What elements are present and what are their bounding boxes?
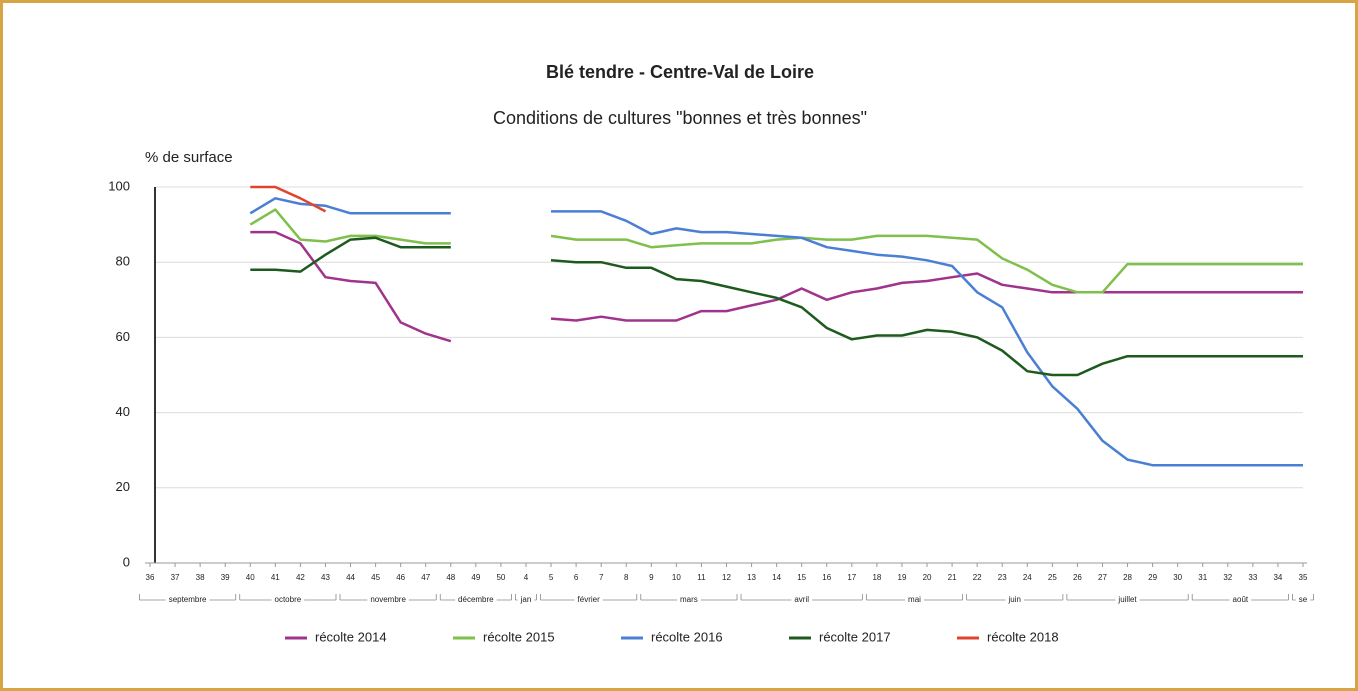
x-tick-label: 23 — [998, 573, 1007, 582]
month-label-bg — [677, 595, 701, 605]
legend-label: récolte 2014 — [315, 629, 387, 644]
x-tick-label: 13 — [747, 573, 756, 582]
x-tick-label: 37 — [171, 573, 180, 582]
month-label-bg — [1115, 595, 1140, 605]
month-label: juin — [1008, 595, 1021, 604]
x-tick-label: 31 — [1198, 573, 1207, 582]
y-tick-label: 0 — [123, 554, 130, 569]
x-tick-label: 46 — [396, 573, 405, 582]
series-line — [249, 208, 1303, 294]
x-tick-label: 48 — [446, 573, 455, 582]
x-tick-label: 34 — [1273, 573, 1282, 582]
month-label: se — [1299, 595, 1308, 604]
month-label-bg — [791, 595, 813, 605]
x-tick-label: 24 — [1023, 573, 1032, 582]
month-label-bg — [1229, 595, 1252, 605]
x-tick-label: 33 — [1248, 573, 1257, 582]
y-axis-label: % de surface — [145, 149, 233, 166]
x-tick-label: 50 — [496, 573, 505, 582]
x-tick-label: 39 — [221, 573, 230, 582]
y-tick-label: 100 — [108, 178, 130, 193]
x-tick-label: 21 — [948, 573, 957, 582]
month-label-bg — [367, 595, 409, 605]
x-tick-label: 17 — [847, 573, 856, 582]
x-tick-label: 10 — [672, 573, 681, 582]
month-label: jan — [520, 595, 532, 604]
month-label: juillet — [1117, 595, 1137, 604]
month-label-bg — [574, 595, 603, 605]
chart-title: Blé tendre - Centre-Val de Loire — [546, 62, 814, 82]
month-label: avril — [794, 595, 809, 604]
x-tick-label: 6 — [574, 573, 579, 582]
x-tick-label: 40 — [246, 573, 255, 582]
month-label-bg — [455, 595, 497, 605]
x-tick-label: 26 — [1073, 573, 1082, 582]
month-label: mai — [908, 595, 921, 604]
x-tick-label: 11 — [697, 573, 706, 582]
month-label-bg — [165, 595, 210, 605]
x-tick-label: 18 — [872, 573, 881, 582]
legend-label: récolte 2018 — [987, 629, 1059, 644]
y-tick-label: 20 — [116, 479, 130, 494]
x-tick-label: 4 — [524, 573, 529, 582]
x-tick-label: 35 — [1299, 573, 1308, 582]
series-line — [250, 185, 327, 213]
x-tick-label: 12 — [722, 573, 731, 582]
x-tick-label: 9 — [649, 573, 654, 582]
x-tick-label: 15 — [797, 573, 806, 582]
legend-label: récolte 2017 — [819, 629, 891, 644]
x-tick-label: 28 — [1123, 573, 1132, 582]
x-tick-label: 25 — [1048, 573, 1057, 582]
x-tick-label: 49 — [471, 573, 480, 582]
legend-label: récolte 2016 — [651, 629, 723, 644]
month-label: octobre — [275, 595, 302, 604]
x-tick-label: 14 — [772, 573, 781, 582]
y-tick-label: 40 — [116, 404, 130, 419]
x-tick-label: 41 — [271, 573, 280, 582]
month-label: novembre — [370, 595, 406, 604]
x-tick-label: 7 — [599, 573, 604, 582]
month-label-bg — [271, 595, 305, 605]
month-label: février — [578, 595, 601, 604]
month-label-bg — [1005, 595, 1024, 605]
x-tick-label: 5 — [549, 573, 554, 582]
month-label-bg — [517, 595, 535, 605]
month-label: août — [1233, 595, 1249, 604]
y-tick-label: 80 — [116, 254, 130, 269]
month-label-bg — [1295, 595, 1311, 605]
series-line — [249, 197, 1303, 467]
x-tick-label: 8 — [624, 573, 629, 582]
x-tick-label: 32 — [1223, 573, 1232, 582]
x-tick-label: 30 — [1173, 573, 1182, 582]
series-line — [250, 236, 1303, 377]
x-tick-label: 16 — [822, 573, 831, 582]
month-label: décembre — [458, 595, 494, 604]
month-label: mars — [680, 595, 698, 604]
x-tick-label: 42 — [296, 573, 305, 582]
legend-label: récolte 2015 — [483, 629, 555, 644]
x-tick-label: 27 — [1098, 573, 1107, 582]
x-tick-label: 44 — [346, 573, 355, 582]
month-label: septembre — [169, 595, 207, 604]
x-tick-label: 43 — [321, 573, 330, 582]
series-line — [250, 230, 1303, 343]
chart-subtitle: Conditions de cultures "bonnes et très b… — [493, 108, 867, 128]
x-tick-label: 45 — [371, 573, 380, 582]
y-tick-label: 60 — [116, 329, 130, 344]
x-tick-label: 20 — [923, 573, 932, 582]
x-tick-label: 22 — [973, 573, 982, 582]
x-tick-label: 29 — [1148, 573, 1157, 582]
x-tick-label: 47 — [421, 573, 430, 582]
x-tick-label: 38 — [196, 573, 205, 582]
x-tick-label: 36 — [146, 573, 155, 582]
month-label-bg — [905, 595, 924, 605]
x-tick-label: 19 — [898, 573, 907, 582]
